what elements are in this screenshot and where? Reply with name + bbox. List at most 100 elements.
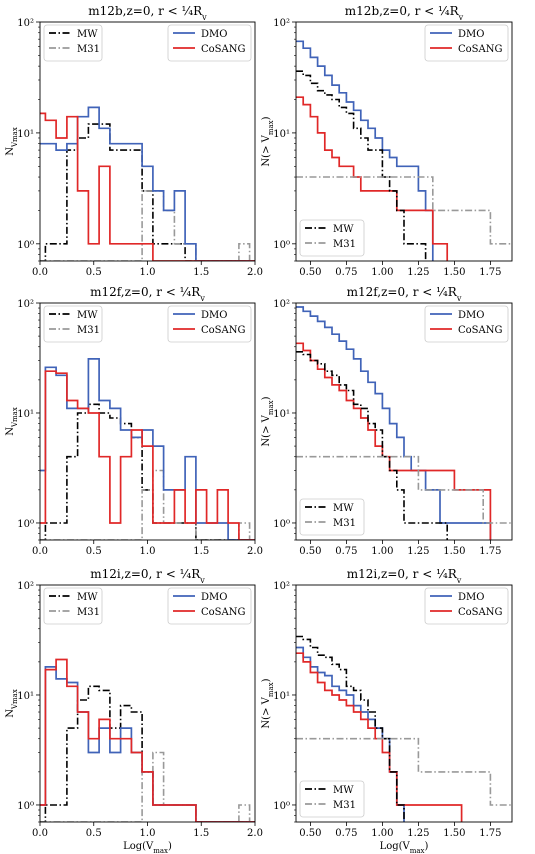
series-line-m31: [40, 190, 255, 261]
series-line-dmo: [296, 40, 434, 261]
series-line-dmo: [40, 666, 255, 822]
legend-left-box: [299, 219, 365, 257]
x-tick-label: 0.50: [299, 546, 321, 557]
y-tick-label: 10¹: [273, 409, 290, 420]
x-tick-label: 1.5: [193, 828, 209, 839]
x-tick-label: 1.5: [193, 267, 209, 278]
legend-label-cosang: CoSANG: [201, 325, 245, 336]
legend-label-cosang: CoSANG: [201, 44, 245, 55]
chart-panel-1: 0.0 0.5 1.0 1.5 2.0 10⁰ 10¹ 10² m12b,z=0, r < ¼R…: [5, 4, 263, 278]
x-tick-label: 0.5: [86, 828, 102, 839]
x-tick-label: 0.50: [299, 828, 321, 839]
panel-title: m12i,z=0, r < ¼Rv: [347, 567, 462, 585]
legend-left-box: [299, 498, 365, 536]
y-tick-label: 10¹: [17, 129, 34, 140]
x-tick-label: 1.25: [407, 546, 429, 557]
series-line-mw: [40, 685, 255, 822]
legend-right-box: [424, 24, 509, 62]
legend-label-m31: M31: [77, 44, 100, 55]
y-tick-label: 10¹: [273, 691, 290, 702]
axes-frame: [295, 21, 513, 262]
x-tick-label: 0.50: [299, 267, 321, 278]
y-tick-label: 10²: [17, 581, 34, 592]
series-line-dmo: [296, 306, 492, 540]
chart-panel-5: 0.0 0.5 1.0 1.5 2.0 10⁰ 10¹ 10² m12i,z=0, r < ¼R…: [5, 567, 263, 854]
y-tick-label: 10²: [17, 299, 34, 310]
axes-frame: [295, 302, 513, 541]
x-tick-label: 0.75: [335, 267, 357, 278]
panel-title: m12f,z=0, r < ¼Rv: [90, 285, 205, 303]
y-tick-label: 10¹: [17, 691, 34, 702]
series-line-m31: [40, 469, 255, 540]
y-tick-label: 10²: [17, 18, 34, 29]
legend-left-box: [43, 24, 103, 62]
x-tick-label: 1.5: [193, 546, 209, 557]
series-line-mw: [296, 70, 427, 261]
legend-label-dmo: DMO: [458, 29, 484, 40]
y-tick-label: 10⁰: [17, 240, 34, 251]
series-group: [40, 658, 255, 822]
legend-left-box: [43, 305, 103, 343]
series-line-mw: [296, 351, 448, 540]
x-tick-label: 1.50: [443, 828, 465, 839]
y-tick-label: 10⁰: [273, 240, 290, 251]
legend-label-mw: MW: [77, 592, 98, 603]
legend-right-box: [424, 587, 509, 625]
x-tick-label: 1.75: [479, 546, 501, 557]
y-tick-label: 10⁰: [17, 519, 34, 530]
x-tick-label: 2.0: [247, 828, 263, 839]
chart-panel-3: 0.0 0.5 1.0 1.5 2.0 10⁰ 10¹ 10² m12f,z=0, r < ¼R…: [5, 285, 263, 557]
panel-title: m12b,z=0, r < ¼Rv: [88, 4, 207, 22]
legend-label-dmo: DMO: [201, 310, 227, 321]
x-tick-label: 1.0: [140, 267, 156, 278]
legend-label-m31: M31: [333, 518, 356, 529]
x-tick-label: 1.0: [140, 546, 156, 557]
x-axis-label: Log(Vmax): [380, 841, 429, 854]
x-tick-label: 0.0: [32, 546, 48, 557]
series-line-m31: [296, 455, 512, 524]
y-axis-label: N(> Vmax): [261, 678, 275, 728]
legend-label-cosang: CoSANG: [458, 325, 502, 336]
y-tick-label: 10⁰: [17, 801, 34, 812]
legend-label-mw: MW: [333, 785, 354, 796]
y-axis-label: N(> Vmax): [261, 396, 275, 446]
legend-label-mw: MW: [333, 503, 354, 514]
series-line-dmo: [40, 358, 255, 540]
axes-frame: [295, 584, 513, 823]
panel-title: m12i,z=0, r < ¼Rv: [90, 567, 205, 585]
legend-label-mw: MW: [77, 310, 98, 321]
legend-label-dmo: DMO: [458, 592, 484, 603]
y-axis-label: NVmax: [5, 127, 19, 156]
legend-label-dmo: DMO: [458, 310, 484, 321]
legend-label-m31: M31: [333, 800, 356, 811]
x-tick-label: 2.0: [247, 546, 263, 557]
series-group: [296, 635, 512, 822]
legend-label-m31: M31: [77, 325, 100, 336]
y-tick-label: 10⁰: [273, 801, 290, 812]
y-axis-label: NVmax: [5, 407, 19, 436]
series-line-cosang: [40, 658, 255, 822]
y-tick-label: 10⁰: [273, 519, 290, 530]
chart-panel-2: 0.50 0.75 1.00 1.25 1.50 1.75 10⁰ 10¹ 10² m12b,z=…: [261, 4, 513, 278]
series-group: [40, 358, 255, 540]
y-tick-label: 10²: [273, 18, 290, 29]
x-tick-label: 1.50: [443, 546, 465, 557]
series-group: [296, 306, 512, 540]
y-axis-label: NVmax: [5, 689, 19, 718]
legend-right-box: [167, 587, 252, 625]
panel-title: m12f,z=0, r < ¼Rv: [347, 285, 462, 303]
x-tick-label: 0.75: [335, 828, 357, 839]
series-line-dmo: [40, 106, 255, 261]
series-line-mw: [40, 123, 255, 261]
y-axis-label: N(> Vmax): [261, 116, 275, 166]
legend-label-mw: MW: [77, 29, 98, 40]
x-tick-label: 1.50: [443, 267, 465, 278]
legend-left-box: [43, 587, 103, 625]
legend-label-mw: MW: [333, 224, 354, 235]
series-line-cosang: [296, 342, 492, 540]
x-tick-label: 0.5: [86, 267, 102, 278]
legend-left-box: [299, 780, 365, 818]
x-tick-label: 1.25: [407, 267, 429, 278]
series-line-cosang: [40, 112, 255, 261]
x-tick-label: 2.0: [247, 267, 263, 278]
